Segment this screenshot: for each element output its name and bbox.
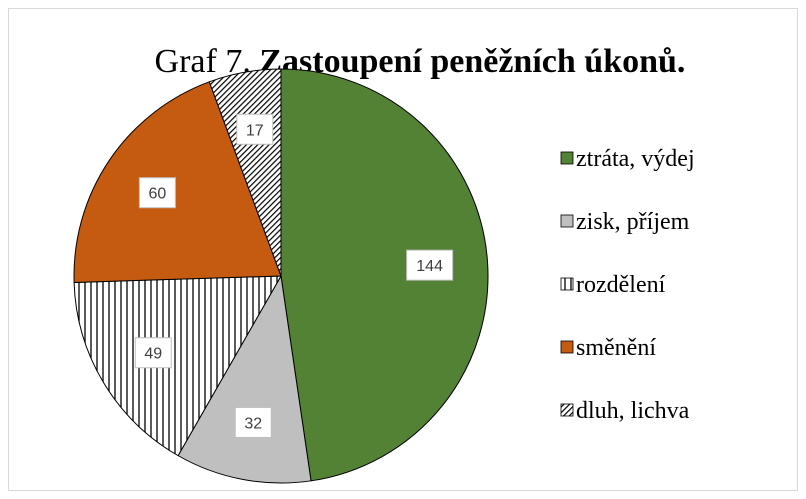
legend-swatch [560, 214, 574, 228]
data-label-box [134, 337, 172, 369]
legend-swatch [560, 151, 574, 165]
legend-label: rozdělení [576, 272, 666, 298]
legend-label: směnění [576, 335, 656, 361]
data-label: 144 [416, 258, 443, 275]
pie-slice [73, 275, 282, 457]
chart-title: Graf 7. Zastoupení peněžních úkonů. [155, 43, 686, 80]
data-label-box [406, 249, 454, 281]
data-label-box [138, 177, 176, 209]
legend-label: dluh, lichva [576, 398, 690, 424]
data-label: 49 [144, 346, 162, 363]
legend-swatch [560, 340, 574, 354]
legend-swatch [560, 403, 574, 417]
data-label: 17 [246, 122, 264, 139]
title-main: Zastoupení peněžních úkonů. [259, 43, 685, 80]
pie-slice [73, 81, 282, 283]
pie-slice [280, 68, 489, 482]
data-label: 32 [244, 415, 262, 432]
data-label: 60 [149, 186, 167, 203]
legend-label: zisk, příjem [576, 209, 690, 235]
data-label-box [234, 406, 272, 438]
data-label-box [236, 113, 274, 145]
pie-slice [177, 274, 312, 484]
legend-label: ztráta, výdej [576, 146, 695, 172]
legend-swatch [560, 277, 574, 291]
